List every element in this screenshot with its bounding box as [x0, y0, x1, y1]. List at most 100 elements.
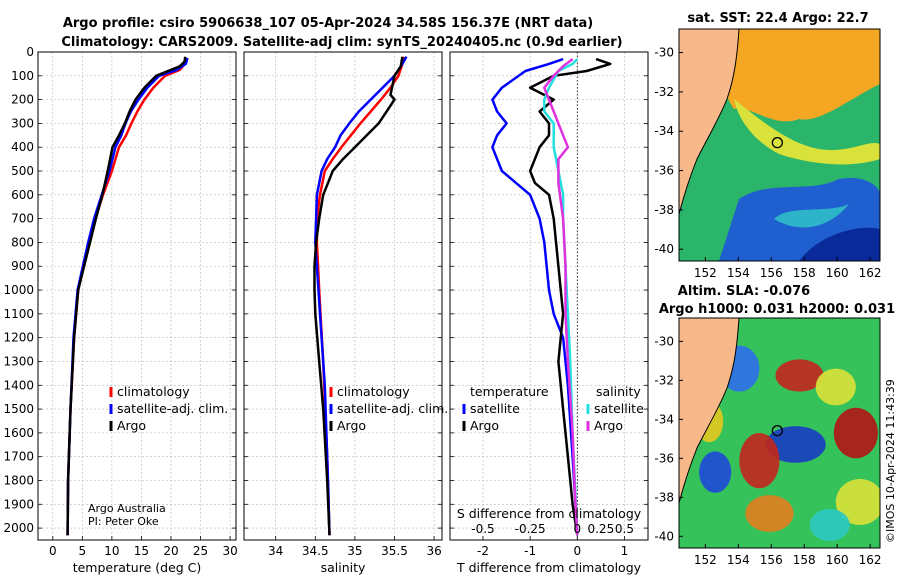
plot-frame: [37, 51, 237, 541]
legend-label: Argo: [337, 418, 366, 433]
difference-panel: -2 -1 0 1 T difference from climatology tempe…: [449, 51, 649, 575]
xtick-label: 34.5: [302, 544, 329, 558]
series-line-argo: [66, 56, 187, 536]
legend-label: satellite-adj. clim.: [337, 401, 448, 416]
series-line-salinity-satellite: [543, 58, 579, 536]
map-ytick-label: -32: [654, 85, 674, 99]
top-tick-label: 0: [573, 522, 581, 536]
xtick-label: 15: [134, 544, 149, 558]
ytick-label: 100: [11, 69, 34, 83]
plot-area-bg: [38, 52, 236, 540]
xtick-label: 0: [573, 544, 581, 558]
sst-map-panel: sat. SST: 22.4 Argo: 22.7 152 154 156 158 160…: [654, 11, 881, 280]
map-xtick-label: 162: [859, 553, 882, 567]
temperature-panel: 0100200300400500600700800900100011001200…: [3, 45, 237, 575]
legend-label: satellite: [470, 401, 520, 416]
imos-stamp: ©IMOS 10-Apr-2024 11:43:39: [884, 379, 897, 543]
credit-line1: Argo Australia: [88, 502, 166, 515]
map-xtick-label: 154: [727, 553, 750, 567]
sla-anomaly-blob: [809, 508, 850, 542]
sla-map-panel: Altim. SLA: -0.076 Argo h1000: 0.031 h200…: [654, 284, 895, 567]
ytick-label: 1500: [3, 402, 34, 416]
salinity-panel: 34 34.5 35 35.5 36 salinity climatology satelli…: [243, 51, 448, 575]
map-xtick-label: 160: [826, 553, 849, 567]
ytick-label: 700: [11, 212, 34, 226]
header-title: Argo profile: csiro 5906638_107 05-Apr-2…: [63, 16, 593, 31]
plot-area-bg: [244, 52, 442, 540]
xtick-label: 10: [104, 544, 119, 558]
map-ytick-label: -36: [654, 164, 674, 178]
xtick-label: -1: [524, 544, 536, 558]
ytick-label: 1000: [3, 283, 34, 297]
sla-anomaly-blob: [833, 407, 878, 459]
ytick-label: 400: [11, 140, 34, 154]
series-line-argo: [313, 56, 404, 536]
xtick-label: 34: [268, 544, 283, 558]
legend-title-temperature: temperature: [470, 384, 549, 399]
xtick-label: 35: [347, 544, 362, 558]
argo-location-marker: [771, 136, 784, 149]
ytick-label: 600: [11, 188, 34, 202]
ytick-label: 2000: [3, 521, 34, 535]
series-line-satellite-adj-clim-: [314, 56, 408, 536]
map-xtick-label: 158: [793, 553, 816, 567]
xtick-label: 0: [49, 544, 57, 558]
ytick-label: 1600: [3, 426, 34, 440]
xtick-label: 5: [79, 544, 87, 558]
series-line-temperature-argo: [528, 57, 612, 536]
x-axis-label: T difference from climatology: [456, 560, 642, 575]
land-australia: [679, 29, 740, 215]
legend-label: climatology: [117, 384, 190, 399]
sst-warm-region: [719, 29, 880, 122]
top-axis-label: S difference from climatology: [457, 506, 642, 521]
map-ytick-label: -40: [654, 529, 674, 543]
ytick-label: 300: [11, 116, 34, 130]
legend-label: Argo: [117, 418, 146, 433]
sla-anomaly-blob: [775, 359, 824, 392]
header-subtitle: Climatology: CARS2009. Satellite-adj cli…: [61, 35, 622, 50]
series-line-salinity-argo: [543, 58, 579, 536]
ytick-label: 0: [26, 45, 34, 59]
sla-anomaly-blob: [815, 368, 856, 406]
xtick-label: 30: [222, 544, 237, 558]
map-ytick-label: -38: [654, 490, 674, 504]
map-xtick-label: 158: [793, 266, 816, 280]
map-ytick-label: -30: [654, 334, 674, 348]
ytick-label: 1800: [3, 473, 34, 487]
series-line-temperature-satellite: [491, 57, 579, 536]
sla-anomaly-blob: [745, 495, 794, 532]
legend-label: Argo: [594, 418, 623, 433]
sla-anomaly-blob: [699, 451, 732, 493]
legend-label: Argo: [470, 418, 499, 433]
sst-cyan-patch: [774, 204, 849, 228]
x-axis-label: salinity: [321, 560, 366, 575]
sla-map-title: Altim. SLA: -0.076: [678, 284, 810, 299]
legend-title-salinity: salinity: [596, 384, 641, 399]
map-xtick-label: 156: [760, 553, 783, 567]
map-xtick-label: 162: [859, 266, 882, 280]
sla-anomaly-blob: [739, 433, 780, 489]
map-ytick-label: -40: [654, 242, 674, 256]
sst-coldest-region: [799, 227, 880, 261]
map-frame: [678, 28, 881, 262]
ytick-label: 1100: [3, 307, 34, 321]
xtick-label: 36: [426, 544, 441, 558]
ytick-label: 500: [11, 164, 34, 178]
sla-map-subtitle: Argo h1000: 0.031 h2000: 0.031: [659, 302, 895, 317]
ytick-label: 800: [11, 235, 34, 249]
map-ytick-label: -32: [654, 373, 674, 387]
ytick-label: 1700: [3, 450, 34, 464]
xtick-label: 20: [163, 544, 178, 558]
sst-map-title: sat. SST: 22.4 Argo: 22.7: [687, 11, 868, 26]
map-ytick-label: -30: [654, 46, 674, 60]
map-xtick-label: 156: [760, 266, 783, 280]
ytick-label: 1300: [3, 354, 34, 368]
map-xtick-label: 154: [727, 266, 750, 280]
ytick-label: 1900: [3, 497, 34, 511]
map-ytick-label: -34: [654, 412, 674, 426]
ytick-label: 900: [11, 259, 34, 273]
ytick-label: 200: [11, 93, 34, 107]
map-ytick-label: -34: [654, 124, 674, 138]
map-ytick-label: -38: [654, 203, 674, 217]
